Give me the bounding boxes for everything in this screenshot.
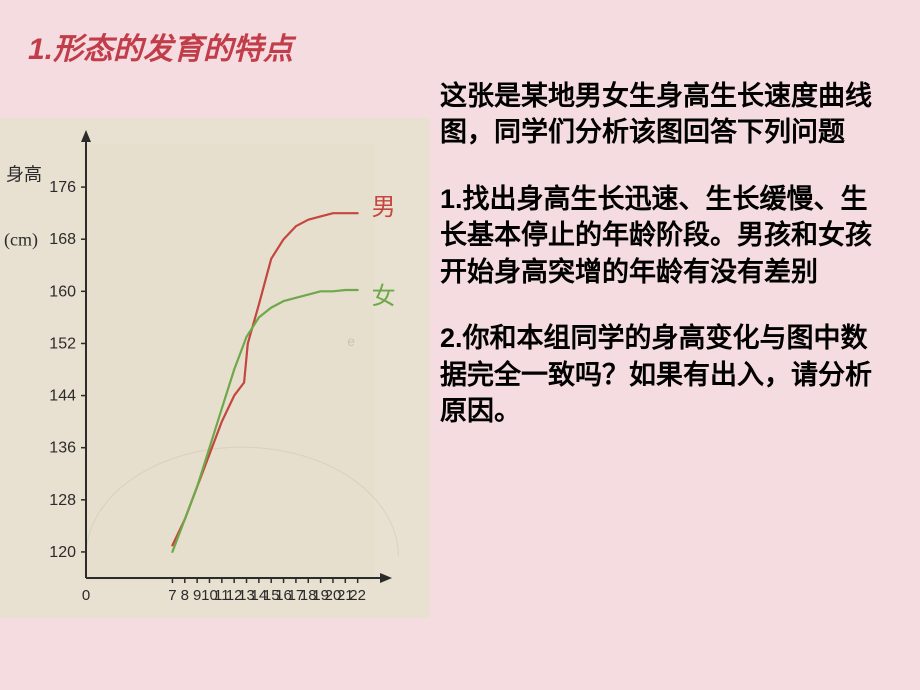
svg-text:160: 160: [49, 283, 76, 300]
svg-text:144: 144: [49, 388, 76, 405]
intro-paragraph: 这张是某地男女生身高生长速度曲线图，同学们分析该图回答下列问题: [440, 78, 890, 151]
svg-text:0: 0: [82, 587, 90, 604]
question-column: 这张是某地男女生身高生长速度曲线图，同学们分析该图回答下列问题 1.找出身高生长…: [430, 78, 920, 460]
slide-page: 1.形态的发育的特点 e 120 128 136 144 152 160 168 176 身高 (c…: [0, 0, 920, 690]
content-row: e120128136144152160168176身高(cm)078910111…: [0, 78, 920, 690]
question-1: 1.找出身高生长迅速、生长缓慢、生长基本停止的年龄阶段。男孩和女孩开始身高突增的…: [440, 181, 890, 290]
svg-text:e: e: [347, 333, 355, 349]
question-2: 2.你和本组同学的身高变化与图中数据完全一致吗？如果有出入，请分析原因。: [440, 320, 890, 429]
series-label-男: 男: [372, 195, 396, 221]
svg-text:152: 152: [49, 335, 76, 352]
svg-text:9: 9: [193, 587, 201, 604]
svg-text:120: 120: [49, 544, 76, 561]
series-label-女: 女: [372, 283, 396, 310]
svg-text:22: 22: [349, 587, 366, 604]
svg-text:176: 176: [49, 179, 76, 196]
svg-text:7: 7: [168, 587, 176, 604]
page-title: 1.形态的发育的特点: [0, 0, 920, 78]
svg-text:128: 128: [49, 492, 76, 509]
height-growth-chart: e120128136144152160168176身高(cm)078910111…: [0, 118, 430, 618]
svg-text:8: 8: [181, 587, 189, 604]
svg-text:身高: 身高: [6, 165, 42, 185]
svg-text:(cm): (cm): [4, 230, 38, 251]
svg-text:136: 136: [49, 440, 76, 457]
svg-text:168: 168: [49, 231, 76, 248]
